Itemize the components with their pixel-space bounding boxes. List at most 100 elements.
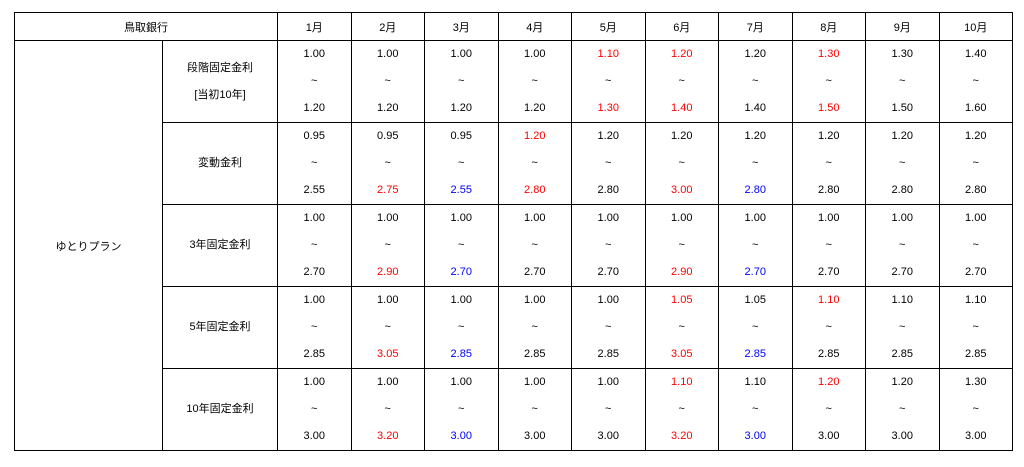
rate-low: 1.30: [891, 48, 913, 60]
range-separator: ~: [752, 157, 759, 169]
rate-high: 1.20: [450, 102, 472, 114]
rate-cell: 1.10 ~1.30: [571, 40, 646, 123]
rate-high: 2.80: [891, 184, 913, 196]
rate-low: 1.40: [965, 48, 987, 60]
rate-table-wrap: 鳥取銀行 1月 2月 3月 4月 5月 6月 7月 8月 9月 10月 ゆとりプラン 段階固定金利 [当初…: [14, 12, 1013, 451]
rate-cell: 1.40 ~1.60: [938, 40, 1013, 123]
range-separator: ~: [311, 403, 318, 415]
rate-low: 1.00: [377, 294, 399, 306]
month-header: 4月: [497, 12, 572, 41]
rate-low: 1.00: [671, 212, 693, 224]
rate-low: 1.20: [671, 48, 693, 60]
range-separator: ~: [899, 403, 906, 415]
rate-cell: 1.00 ~3.00: [424, 368, 499, 451]
range-separator: ~: [531, 239, 538, 251]
rate-cell: 1.05 ~3.05: [644, 286, 719, 369]
range-separator: ~: [825, 157, 832, 169]
range-separator: ~: [972, 75, 979, 87]
rate-high: 2.80: [965, 184, 987, 196]
range-separator: ~: [605, 157, 612, 169]
rate-row: 変動金利 0.95 ~2.55 0.95 ~2.75 0.95 ~2.55 1.20 ~2.80…: [15, 122, 1013, 205]
rate-high: 3.00: [450, 430, 472, 442]
rate-row: 10年固定金利 1.00 ~3.00 1.00 ~3.20 1.00 ~3.00 1.00 ~3…: [15, 368, 1013, 451]
rate-low: 1.20: [524, 130, 546, 142]
rate-cell: 1.00 ~2.90: [350, 204, 425, 287]
rate-high: 2.55: [450, 184, 472, 196]
rate-low: 1.00: [303, 48, 325, 60]
rate-high: 3.20: [377, 430, 399, 442]
range-separator: ~: [899, 75, 906, 87]
month-header: 3月: [424, 12, 499, 41]
rate-low: 1.20: [818, 130, 840, 142]
rate-high: 3.00: [671, 184, 693, 196]
range-separator: ~: [531, 403, 538, 415]
rate-high: 2.85: [965, 348, 987, 360]
rate-cell: 0.95 ~2.75: [350, 122, 425, 205]
rate-cell: 1.00 ~2.85: [497, 286, 572, 369]
rate-low: 0.95: [377, 130, 399, 142]
range-separator: ~: [311, 157, 318, 169]
range-separator: ~: [605, 239, 612, 251]
rate-low: 0.95: [450, 130, 472, 142]
rate-low: 1.00: [377, 376, 399, 388]
rate-cell: 1.00 ~3.20: [350, 368, 425, 451]
rate-low: 1.10: [744, 376, 766, 388]
rate-high: 1.40: [671, 102, 693, 114]
rate-cell: 1.10 ~2.85: [938, 286, 1013, 369]
rate-cell: 1.10 ~3.20: [644, 368, 719, 451]
rate-cell: 1.20 ~2.80: [497, 122, 572, 205]
rate-high: 2.85: [524, 348, 546, 360]
rate-cell: 1.20 ~3.00: [644, 122, 719, 205]
month-header: 8月: [791, 12, 866, 41]
rate-cell: 1.20 ~2.80: [718, 122, 793, 205]
rate-high: 2.70: [303, 266, 325, 278]
rate-cell: 1.10 ~3.00: [718, 368, 793, 451]
range-separator: ~: [458, 157, 465, 169]
range-separator: ~: [311, 239, 318, 251]
rate-low: 1.00: [377, 212, 399, 224]
range-separator: ~: [825, 75, 832, 87]
rate-high: 3.05: [377, 348, 399, 360]
rate-row: 5年固定金利 1.00 ~2.85 1.00 ~3.05 1.00 ~2.85 1.00 ~2.…: [15, 286, 1013, 369]
rate-cell: 1.20 ~2.80: [938, 122, 1013, 205]
range-separator: ~: [972, 321, 979, 333]
rate-cell: 1.00 ~2.85: [424, 286, 499, 369]
rate-type-label: 3年固定金利: [189, 239, 251, 251]
rate-low: 1.00: [597, 376, 619, 388]
rate-high: 2.90: [377, 266, 399, 278]
rate-low: 1.30: [965, 376, 987, 388]
range-separator: ~: [899, 321, 906, 333]
rate-low: 1.05: [671, 294, 693, 306]
rate-low: 1.20: [671, 130, 693, 142]
range-separator: ~: [678, 321, 685, 333]
rate-high: 2.85: [744, 348, 766, 360]
rate-high: 2.85: [597, 348, 619, 360]
rate-low: 1.10: [597, 48, 619, 60]
rate-cell: 1.20 ~2.80: [571, 122, 646, 205]
rate-cell: 1.00 ~2.70: [718, 204, 793, 287]
range-separator: ~: [972, 239, 979, 251]
rate-high: 1.20: [303, 102, 325, 114]
rate-high: 3.00: [597, 430, 619, 442]
rate-type: 変動金利: [162, 122, 278, 205]
bank-name: 鳥取銀行: [14, 12, 278, 41]
rate-cell: 1.00 ~1.20: [277, 40, 352, 123]
rate-cell: 1.00 ~3.00: [571, 368, 646, 451]
range-separator: ~: [458, 321, 465, 333]
range-separator: ~: [972, 403, 979, 415]
rate-low: 1.20: [744, 130, 766, 142]
rate-cell: 1.00 ~2.70: [424, 204, 499, 287]
rate-cell: 1.00 ~1.20: [424, 40, 499, 123]
rate-low: 1.00: [597, 294, 619, 306]
rate-low: 1.10: [818, 294, 840, 306]
rate-high: 2.70: [891, 266, 913, 278]
rate-type: 段階固定金利 [当初10年]: [162, 40, 278, 123]
range-separator: ~: [384, 321, 391, 333]
rate-high: 1.20: [377, 102, 399, 114]
rate-cell: 1.00 ~1.20: [497, 40, 572, 123]
rate-high: 1.50: [891, 102, 913, 114]
rate-cell: 1.20 ~1.40: [644, 40, 719, 123]
rate-cell: 0.95 ~2.55: [424, 122, 499, 205]
rate-high: 2.55: [303, 184, 325, 196]
rate-table: 鳥取銀行 1月 2月 3月 4月 5月 6月 7月 8月 9月 10月 ゆとりプラン 段階固定金利 [当初…: [14, 12, 1013, 451]
